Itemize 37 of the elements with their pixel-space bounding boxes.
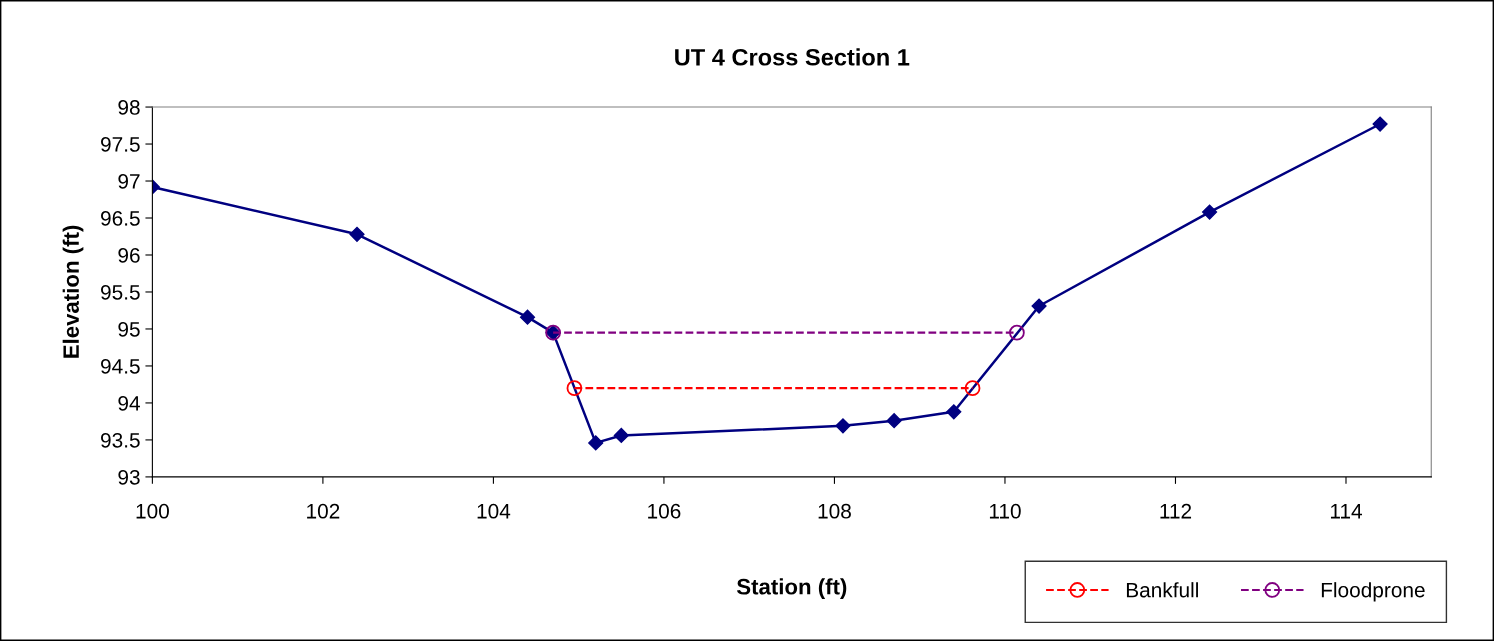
point	[1202, 204, 1218, 220]
x-axis-title: Station (ft)	[736, 578, 847, 599]
x-tick-label: 110	[989, 503, 1021, 519]
point	[886, 413, 902, 429]
y-tick-label: 96.5	[101, 211, 140, 226]
y-tick-label: 93	[118, 469, 140, 485]
y-axis-title: Elevation (ft)	[62, 225, 84, 358]
y-tick-label: 95	[118, 321, 140, 337]
x-tick-label: 108	[818, 503, 851, 519]
y-tick-label: 94	[118, 395, 140, 411]
point	[588, 435, 604, 451]
point	[519, 309, 536, 325]
point	[566, 380, 583, 396]
y-tick-label: 93.5	[101, 432, 140, 448]
y-tick-label: 94.5	[101, 358, 140, 374]
y-tick-label: 97.5	[101, 137, 140, 152]
point	[1009, 324, 1025, 341]
point	[1372, 116, 1388, 132]
y-tick-label: 98	[118, 100, 140, 115]
y-tick-label: 96	[118, 247, 140, 263]
point	[964, 380, 981, 396]
y-tick-label: 97	[118, 174, 140, 189]
y-tick-label: 95.5	[101, 284, 140, 300]
legend-label: Floodprone	[1321, 582, 1425, 602]
legend-label: Bankfull	[1126, 582, 1198, 598]
x-tick-label: 104	[477, 503, 511, 519]
x-tick-label: 112	[1160, 503, 1192, 519]
x-tick-label: 100	[136, 503, 169, 519]
x-tick-label: 114	[1330, 504, 1362, 519]
point	[946, 404, 962, 420]
point	[1031, 298, 1047, 314]
x-tick-label: 102	[307, 503, 340, 519]
x-tick-label: 106	[648, 503, 681, 519]
chart-title: UT 4 Cross Section 1	[675, 48, 910, 66]
point	[835, 418, 851, 434]
point	[349, 226, 365, 242]
point	[613, 427, 629, 444]
